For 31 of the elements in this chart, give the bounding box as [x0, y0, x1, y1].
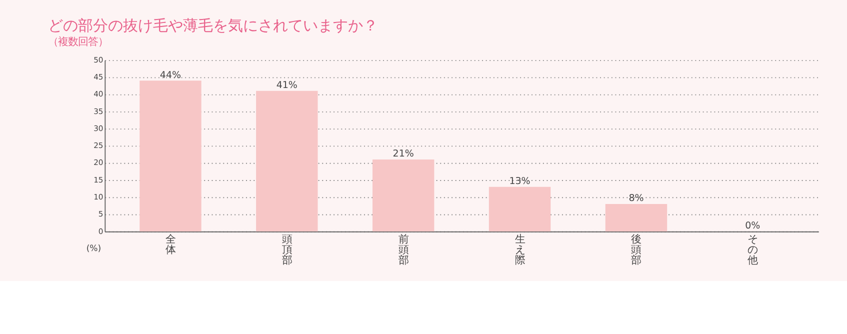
- data-label: 13%: [509, 176, 530, 187]
- y-tick-label: 35: [94, 106, 104, 116]
- chart-subtitle: （複数回答）: [48, 36, 108, 48]
- x-tick-label: その他: [748, 233, 758, 266]
- bar: [140, 80, 202, 232]
- y-tick-label: 45: [94, 72, 104, 82]
- x-tick-label: 頭頂部: [282, 233, 292, 266]
- bar: [372, 159, 434, 232]
- y-tick-label: 15: [94, 175, 104, 184]
- bar: [256, 90, 318, 232]
- bar: [605, 204, 668, 232]
- data-label: 21%: [392, 148, 414, 160]
- x-tick-label: 全体: [165, 233, 176, 256]
- y-tick-label: 40: [94, 90, 104, 99]
- y-tick-label: 30: [94, 124, 104, 133]
- y-tick-label: 10: [94, 192, 104, 202]
- y-tick-label: 5: [98, 210, 104, 219]
- y-tick-label: 20: [94, 158, 104, 168]
- data-label: 44%: [160, 70, 182, 81]
- data-label: 41%: [276, 80, 298, 92]
- chart-title: どの部分の抜け毛や薄毛を気にされていますか？: [48, 16, 378, 35]
- x-tick-label: 生え際: [514, 233, 525, 266]
- x-tick-label: 前頭部: [398, 233, 408, 266]
- y-tick-label: 50: [94, 55, 104, 64]
- y-tick-label: 25: [94, 141, 104, 150]
- x-tick-label: 後頭部: [631, 233, 642, 266]
- y-tick-label: 0: [98, 226, 104, 236]
- bar: [488, 186, 551, 232]
- y-axis-title: (%): [86, 244, 102, 254]
- data-label: 8%: [628, 193, 644, 204]
- data-label: 0%: [745, 220, 760, 232]
